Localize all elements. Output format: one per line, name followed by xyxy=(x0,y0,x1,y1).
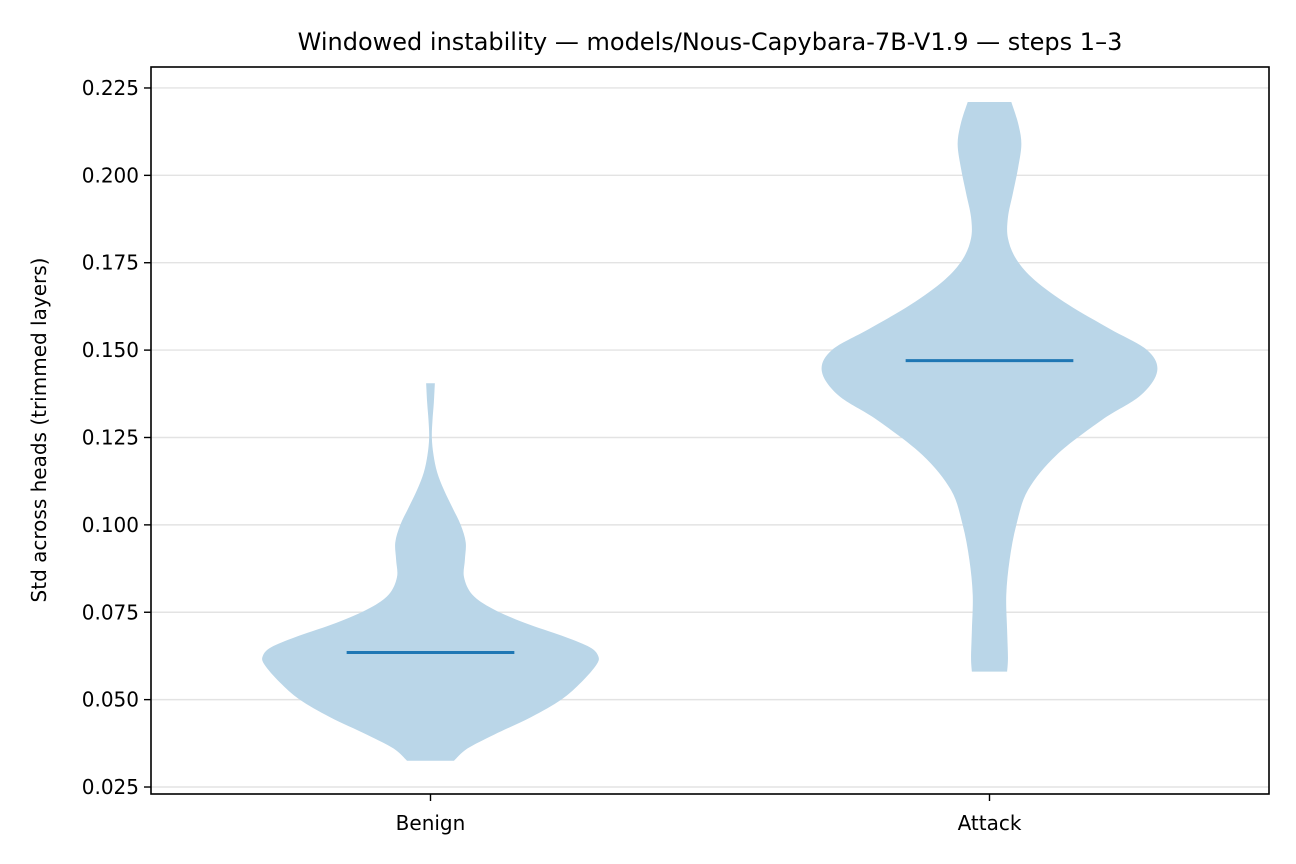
x-tick-label-benign: Benign xyxy=(396,811,466,835)
y-tick-label: 0.225 xyxy=(82,76,139,100)
y-tick-label: 0.050 xyxy=(82,688,139,712)
chart-title: Windowed instability — models/Nous-Capyb… xyxy=(298,28,1123,56)
plot-frame xyxy=(150,66,1270,795)
y-tick-label: 0.075 xyxy=(82,600,139,624)
y-tick-label: 0.150 xyxy=(82,338,139,362)
y-tick-label: 0.100 xyxy=(82,513,139,537)
violins xyxy=(262,101,1158,761)
medians xyxy=(346,359,1074,654)
x-axis-ticks: Benign Attack xyxy=(396,794,1022,835)
y-tick-label: 0.125 xyxy=(82,425,139,449)
violin-benign xyxy=(262,383,599,761)
y-tick-label: 0.200 xyxy=(82,163,139,187)
y-tick-label: 0.175 xyxy=(82,251,139,275)
y-axis-label: Std across heads (trimmed layers) xyxy=(27,258,51,603)
y-axis-ticks: 0.025 0.050 0.075 0.100 0.125 0.150 0.175 0.200… xyxy=(82,76,151,799)
violin-attack xyxy=(821,101,1158,672)
x-tick-label-attack: Attack xyxy=(958,811,1022,835)
y-tick-label: 0.025 xyxy=(82,775,139,799)
